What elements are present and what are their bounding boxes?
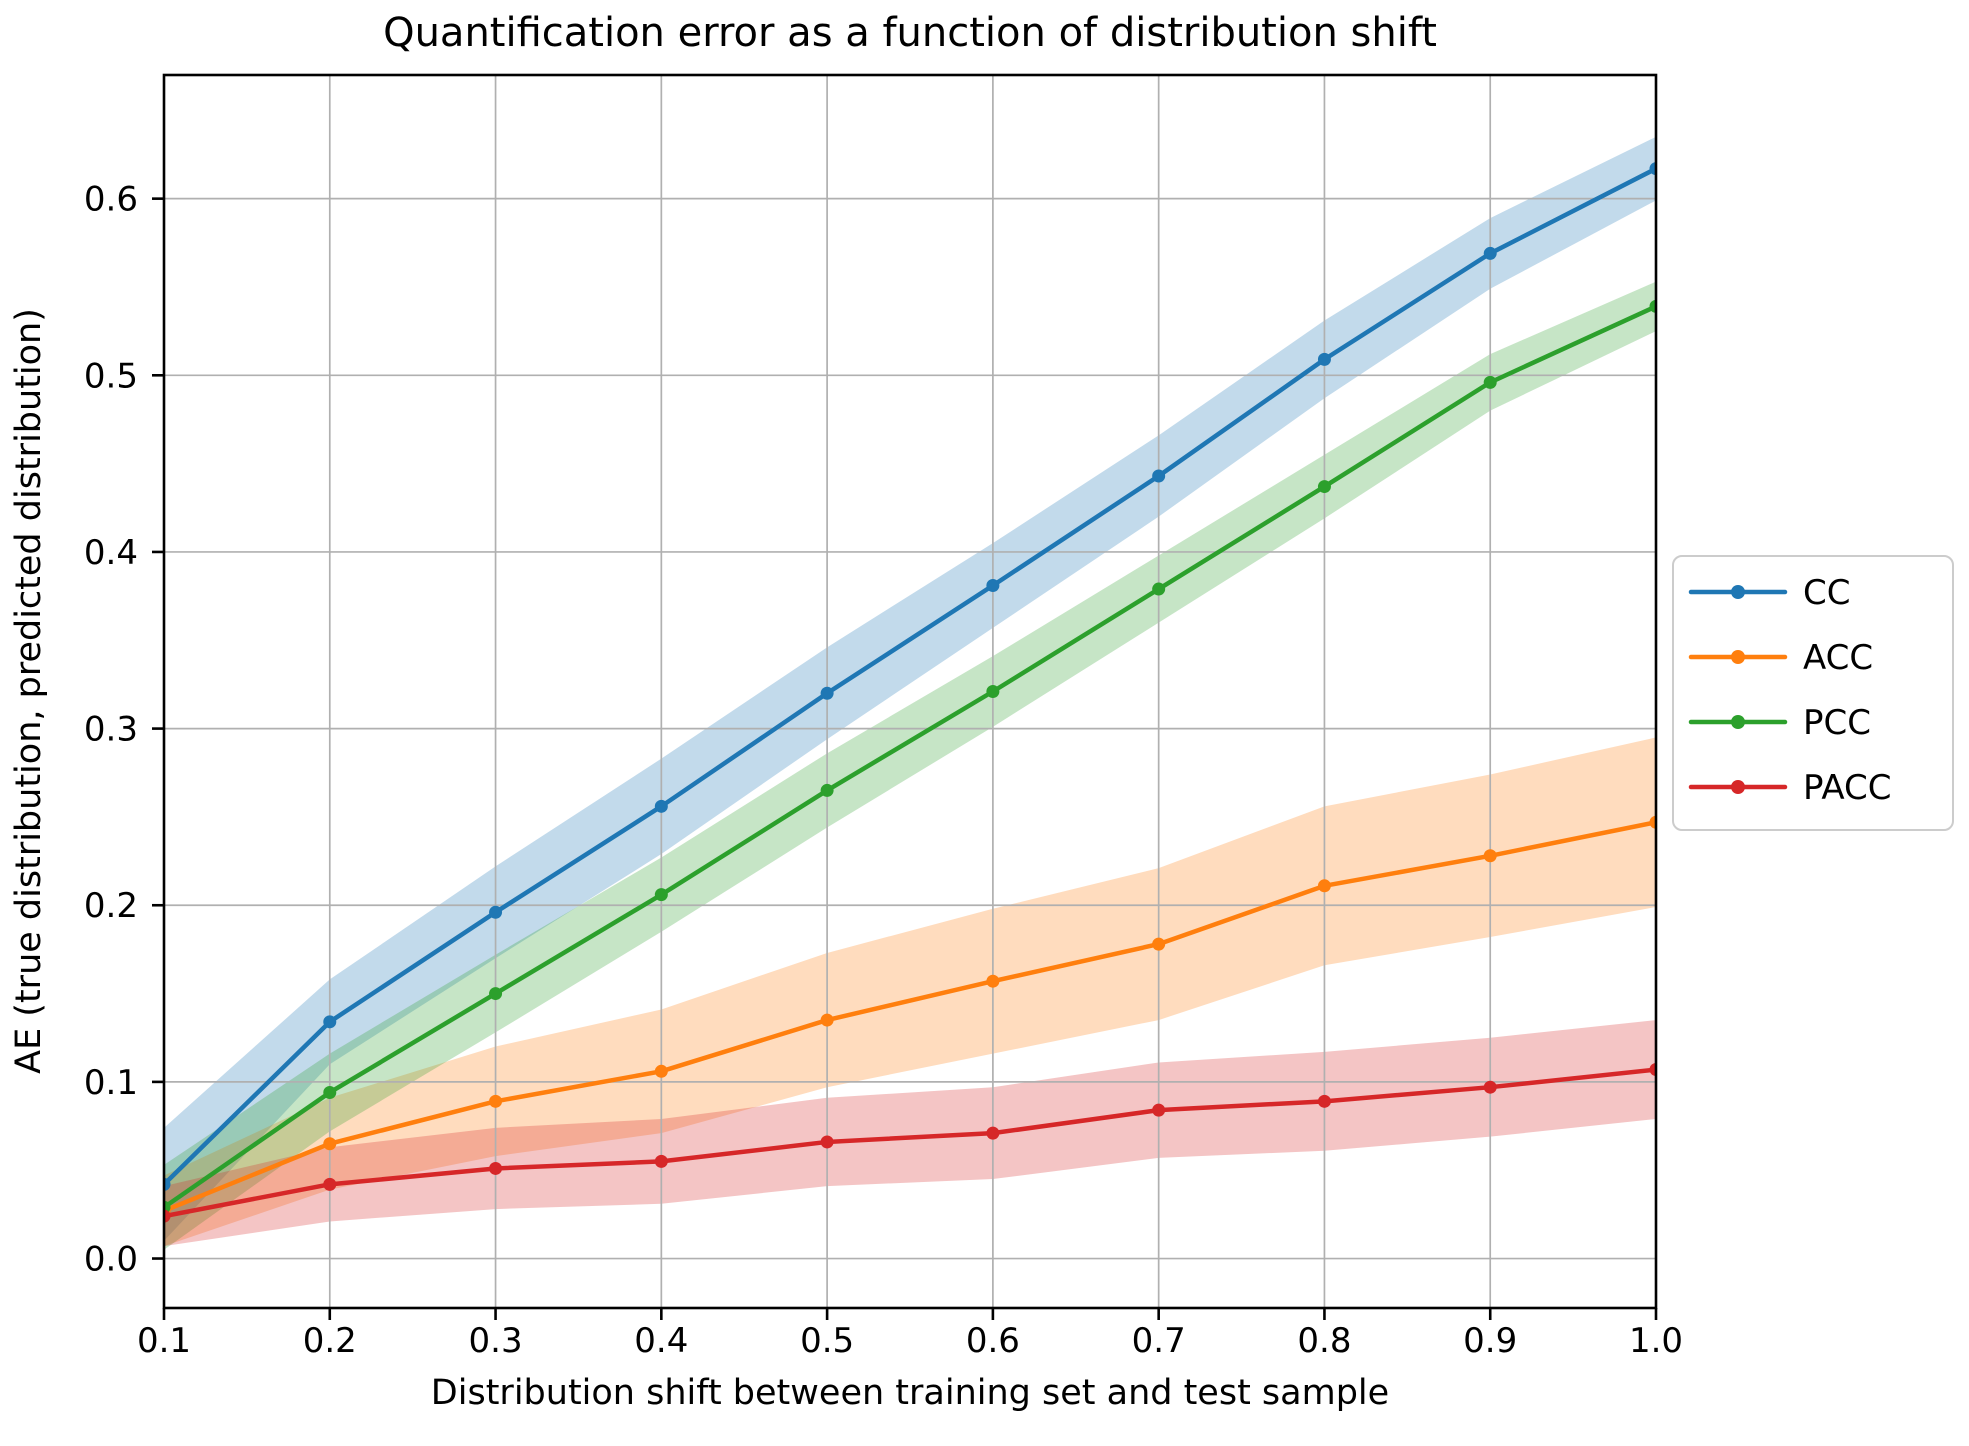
legend-marker-PACC (1731, 780, 1745, 794)
marker-CC-0.6 (986, 579, 1000, 593)
y-tick-label-0: 0.0 (84, 1240, 138, 1280)
marker-ACC-0.6 (986, 974, 1000, 988)
x-tick-label-0.5: 0.5 (800, 1321, 854, 1361)
marker-PACC-0.3 (489, 1161, 503, 1175)
chart-title: Quantification error as a function of di… (383, 10, 1437, 56)
marker-PCC-0.5 (820, 783, 834, 797)
y-tick-label-0.3: 0.3 (84, 710, 138, 750)
legend-box (1672, 555, 1954, 831)
marker-PCC-0.9 (1483, 375, 1497, 389)
legend-item-PCC: PCC (1688, 703, 1871, 743)
x-tick-label-0.2: 0.2 (303, 1321, 357, 1361)
marker-ACC-0.9 (1483, 849, 1497, 863)
marker-CC-0.3 (489, 905, 503, 919)
y-tick-label-0.6: 0.6 (84, 180, 138, 220)
x-tick-label-0.6: 0.6 (966, 1321, 1020, 1361)
marker-CC-0.7 (1152, 469, 1166, 483)
x-tick-label-0.9: 0.9 (1463, 1321, 1517, 1361)
band-ACC (164, 737, 1656, 1247)
marker-PCC-0.4 (654, 888, 668, 902)
band-PCC (164, 281, 1656, 1250)
marker-CC-0.9 (1483, 246, 1497, 260)
marker-CC-0.8 (1317, 352, 1331, 366)
marker-PCC-1 (1649, 299, 1656, 313)
marker-PACC-0.6 (986, 1126, 1000, 1140)
band-PACC (164, 1020, 1656, 1247)
marker-PCC-0.2 (323, 1085, 337, 1099)
legend-marker-PCC (1731, 715, 1745, 729)
plot-border (162, 73, 1658, 1310)
line-PACC (164, 1067, 1656, 1219)
marker-PCC-0.8 (1317, 480, 1331, 494)
confidence-bands-layer (164, 136, 1656, 1250)
legend-marker-CC (1731, 585, 1745, 599)
marker-CC-0.4 (654, 799, 668, 813)
legend-item-PACC: PACC (1688, 768, 1891, 808)
line-PCC (164, 304, 1656, 1210)
y-tick-label-0.4: 0.4 (84, 533, 138, 573)
marker-PCC-0.6 (986, 685, 1000, 698)
marker-PACC-0.4 (654, 1154, 668, 1168)
marker-ACC-0.4 (654, 1064, 668, 1078)
legend-marker-ACC (1731, 650, 1745, 664)
ticks-layer: 0.1 0.2 0.3 0.4 0.5 0.6 0.7 0.8 0.9 1.0 0.0 0.1 0.2 0… (84, 180, 1683, 1361)
marker-CC-1 (1649, 162, 1656, 176)
legend-label-PCC: PCC (1803, 703, 1871, 743)
legend-item-ACC: ACC (1688, 638, 1873, 678)
marker-ACC-1 (1649, 815, 1656, 829)
x-tick-label-0.7: 0.7 (1132, 1321, 1186, 1361)
marker-PACC-0.5 (820, 1135, 834, 1149)
marker-CC-0.1 (164, 1177, 171, 1191)
legend-label-PACC: PACC (1803, 768, 1891, 808)
x-tick-label-0.8: 0.8 (1297, 1321, 1351, 1361)
legend-label-CC: CC (1803, 573, 1850, 613)
marker-PACC-0.7 (1152, 1103, 1166, 1117)
marker-CC-0.5 (820, 686, 834, 700)
y-tick-label-0.2: 0.2 (84, 886, 138, 926)
legend-item-CC: CC (1688, 573, 1850, 613)
marker-PACC-0.2 (323, 1177, 337, 1191)
line-CC (164, 166, 1656, 1187)
marker-ACC-0.2 (323, 1137, 337, 1151)
band-CC (164, 136, 1656, 1241)
y-tick-label-0.5: 0.5 (84, 356, 138, 396)
marker-PCC-0.7 (1152, 582, 1166, 596)
line-ACC (164, 819, 1656, 1214)
marker-PACC-0.8 (1317, 1094, 1331, 1108)
x-axis-label: Distribution shift between training set … (431, 1373, 1389, 1413)
marker-CC-0.2 (323, 1015, 337, 1029)
marker-PCC-0.3 (489, 987, 503, 1001)
marker-PACC-1 (1649, 1063, 1656, 1077)
marker-ACC-0.5 (820, 1013, 834, 1027)
series-layer (164, 162, 1656, 1223)
marker-ACC-0.3 (489, 1094, 503, 1108)
y-axis-label: AE (true distribution, predicted distrib… (9, 308, 49, 1074)
y-tick-label-0.1: 0.1 (84, 1063, 138, 1103)
legend: CC ACC PCC PACC (1672, 555, 1954, 831)
marker-PACC-0.1 (164, 1209, 171, 1223)
legend-label-ACC: ACC (1803, 638, 1873, 678)
x-tick-label-1: 1.0 (1629, 1321, 1683, 1361)
marker-ACC-0.7 (1152, 937, 1166, 951)
x-tick-label-0.1: 0.1 (137, 1321, 191, 1361)
marker-ACC-0.8 (1317, 879, 1331, 893)
marker-PACC-0.9 (1483, 1080, 1497, 1094)
x-tick-label-0.4: 0.4 (634, 1321, 688, 1361)
x-tick-label-0.3: 0.3 (469, 1321, 523, 1361)
